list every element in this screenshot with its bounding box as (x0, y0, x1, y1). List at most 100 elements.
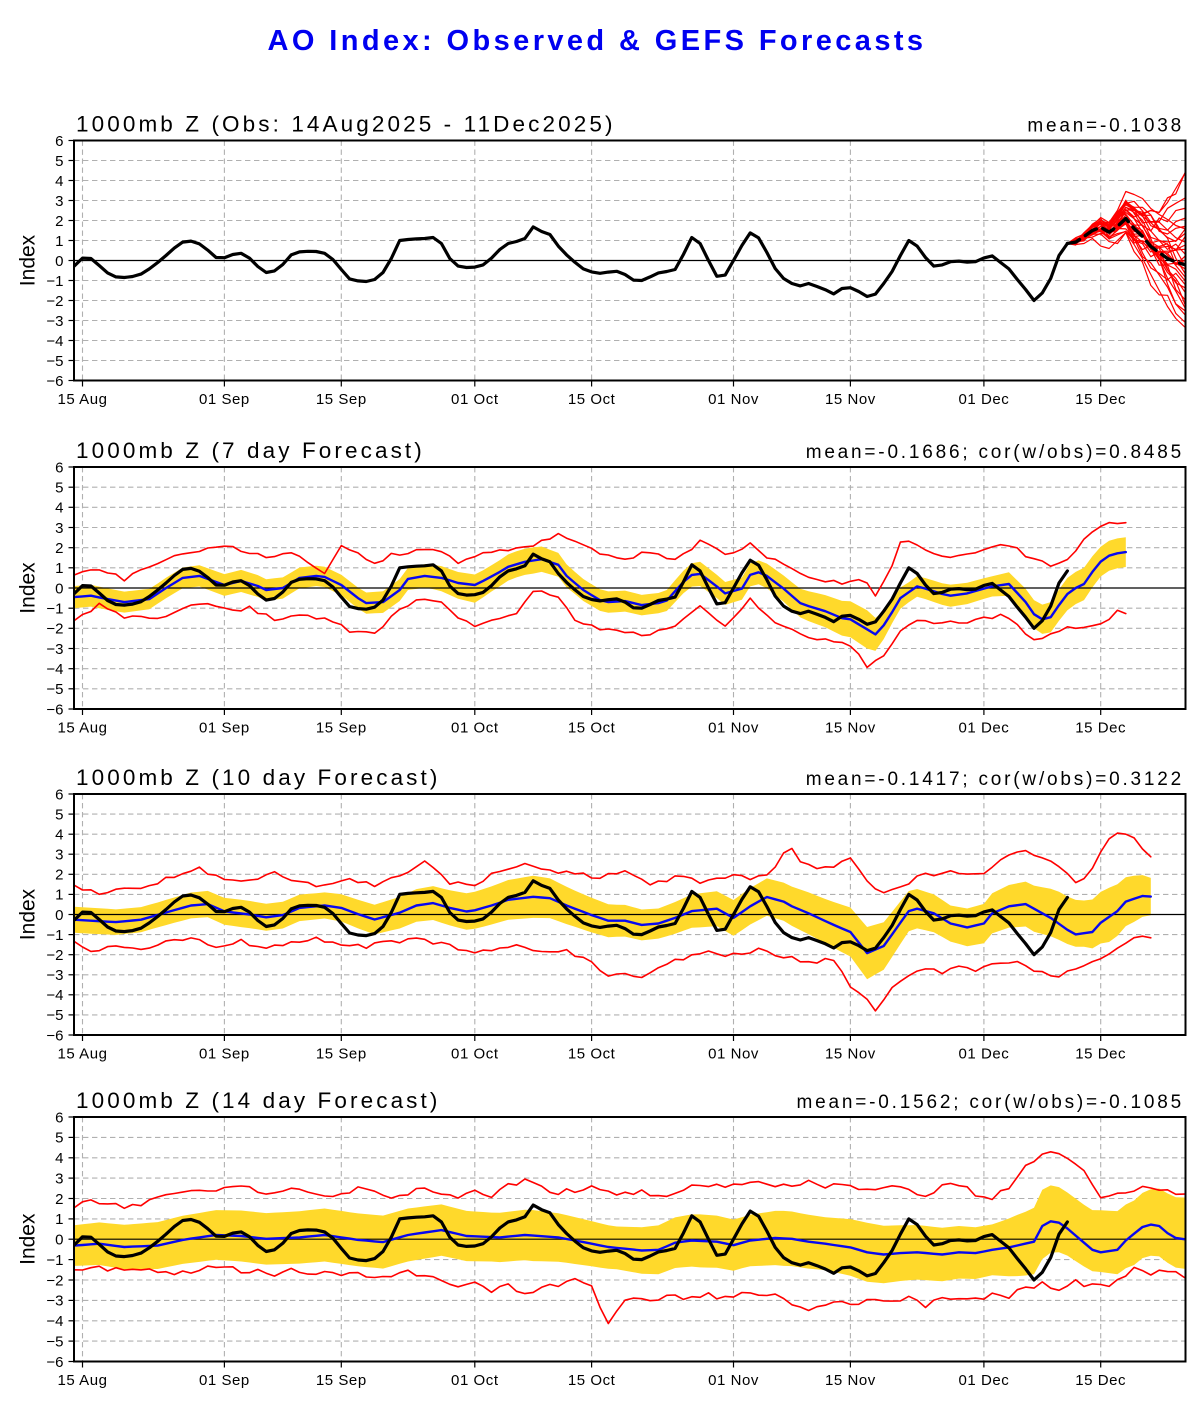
svg-text:−3: −3 (46, 641, 63, 658)
svg-text:15 Aug: 15 Aug (57, 391, 107, 408)
svg-text:−4: −4 (46, 333, 63, 350)
svg-text:01 Oct: 01 Oct (451, 1046, 499, 1063)
svg-text:1: 1 (55, 1211, 63, 1228)
svg-text:01 Sep: 01 Sep (199, 1046, 250, 1063)
svg-text:01 Nov: 01 Nov (708, 391, 759, 408)
svg-text:6: 6 (55, 786, 63, 803)
svg-text:6: 6 (55, 133, 63, 150)
svg-text:2: 2 (55, 1191, 63, 1208)
svg-text:01 Dec: 01 Dec (958, 391, 1009, 408)
svg-text:−6: −6 (46, 701, 63, 718)
svg-text:15 Sep: 15 Sep (316, 391, 367, 408)
svg-text:6: 6 (55, 1109, 63, 1126)
svg-text:01 Sep: 01 Sep (199, 391, 250, 408)
svg-text:3: 3 (55, 193, 63, 210)
svg-text:01 Dec: 01 Dec (958, 1372, 1009, 1389)
svg-text:15 Aug: 15 Aug (57, 1046, 107, 1063)
svg-text:5: 5 (55, 480, 63, 497)
svg-text:15 Oct: 15 Oct (568, 1372, 616, 1389)
svg-text:−6: −6 (46, 1354, 63, 1371)
svg-text:AO Index: Observed & GEFS Fore: AO Index: Observed & GEFS Forecasts (268, 25, 927, 57)
svg-text:01 Sep: 01 Sep (199, 1372, 250, 1389)
svg-text:5: 5 (55, 153, 63, 170)
svg-text:01 Oct: 01 Oct (451, 391, 499, 408)
svg-text:0: 0 (55, 907, 63, 924)
svg-text:mean=-0.1562; cor(w/obs)=-0.10: mean=-0.1562; cor(w/obs)=-0.1085 (797, 1092, 1184, 1113)
svg-text:1: 1 (55, 560, 63, 577)
svg-text:15 Dec: 15 Dec (1075, 1372, 1126, 1389)
svg-text:−3: −3 (46, 313, 63, 330)
svg-text:15 Nov: 15 Nov (825, 391, 876, 408)
svg-text:−4: −4 (46, 1313, 63, 1330)
svg-text:2: 2 (55, 213, 63, 230)
svg-text:−4: −4 (46, 661, 63, 678)
svg-text:15 Oct: 15 Oct (568, 1046, 616, 1063)
svg-text:1: 1 (55, 887, 63, 904)
svg-text:15 Nov: 15 Nov (825, 1046, 876, 1063)
svg-text:15 Dec: 15 Dec (1075, 1046, 1126, 1063)
svg-text:−5: −5 (46, 353, 63, 370)
svg-text:1: 1 (55, 233, 63, 250)
svg-text:−2: −2 (46, 621, 63, 638)
svg-text:5: 5 (55, 1130, 63, 1147)
svg-text:1000mb Z (7 day Forecast): 1000mb Z (7 day Forecast) (76, 438, 425, 463)
svg-text:5: 5 (55, 806, 63, 823)
svg-text:15 Nov: 15 Nov (825, 1372, 876, 1389)
svg-text:−2: −2 (46, 293, 63, 310)
svg-text:−6: −6 (46, 1027, 63, 1044)
svg-text:15 Oct: 15 Oct (568, 391, 616, 408)
svg-text:3: 3 (55, 520, 63, 537)
svg-text:−1: −1 (46, 1252, 63, 1269)
svg-text:0: 0 (55, 1232, 63, 1249)
svg-text:3: 3 (55, 1170, 63, 1187)
svg-text:15 Dec: 15 Dec (1075, 720, 1126, 737)
svg-text:−6: −6 (46, 373, 63, 390)
svg-text:01 Oct: 01 Oct (451, 720, 499, 737)
svg-text:Index: Index (17, 1213, 40, 1265)
svg-text:−2: −2 (46, 1272, 63, 1289)
svg-text:15 Sep: 15 Sep (316, 1046, 367, 1063)
svg-text:−1: −1 (46, 273, 63, 290)
svg-text:4: 4 (55, 827, 63, 844)
svg-text:1000mb Z (Obs: 14Aug2025 - 11D: 1000mb Z (Obs: 14Aug2025 - 11Dec2025) (76, 112, 616, 137)
svg-text:mean=-0.1038: mean=-0.1038 (1027, 116, 1184, 137)
svg-text:01 Sep: 01 Sep (199, 720, 250, 737)
svg-text:−5: −5 (46, 681, 63, 698)
svg-text:−5: −5 (46, 1007, 63, 1024)
svg-text:−4: −4 (46, 987, 63, 1004)
svg-text:−5: −5 (46, 1333, 63, 1350)
svg-text:15 Aug: 15 Aug (57, 720, 107, 737)
svg-text:4: 4 (55, 173, 63, 190)
svg-text:−1: −1 (46, 927, 63, 944)
svg-text:3: 3 (55, 847, 63, 864)
svg-text:4: 4 (55, 1150, 63, 1167)
svg-text:Index: Index (17, 888, 40, 940)
svg-text:2: 2 (55, 540, 63, 557)
svg-text:2: 2 (55, 867, 63, 884)
svg-text:15 Oct: 15 Oct (568, 720, 616, 737)
svg-text:01 Nov: 01 Nov (708, 1046, 759, 1063)
svg-text:−1: −1 (46, 601, 63, 618)
svg-text:01 Nov: 01 Nov (708, 720, 759, 737)
svg-text:15 Sep: 15 Sep (316, 720, 367, 737)
svg-text:1000mb Z (10 day Forecast): 1000mb Z (10 day Forecast) (76, 765, 440, 790)
svg-text:15 Dec: 15 Dec (1075, 391, 1126, 408)
svg-text:−2: −2 (46, 947, 63, 964)
svg-text:Index: Index (17, 562, 40, 614)
svg-text:6: 6 (55, 459, 63, 476)
svg-text:15 Nov: 15 Nov (825, 720, 876, 737)
svg-text:Index: Index (17, 234, 40, 286)
svg-text:1000mb Z (14 day Forecast): 1000mb Z (14 day Forecast) (76, 1088, 440, 1113)
svg-text:−3: −3 (46, 967, 63, 984)
svg-text:01 Oct: 01 Oct (451, 1372, 499, 1389)
svg-text:01 Dec: 01 Dec (958, 720, 1009, 737)
svg-text:−3: −3 (46, 1293, 63, 1310)
svg-text:01 Nov: 01 Nov (708, 1372, 759, 1389)
svg-text:01 Dec: 01 Dec (958, 1046, 1009, 1063)
svg-text:15 Sep: 15 Sep (316, 1372, 367, 1389)
svg-text:4: 4 (55, 500, 63, 517)
svg-text:mean=-0.1686; cor(w/obs)=0.848: mean=-0.1686; cor(w/obs)=0.8485 (806, 442, 1184, 463)
svg-text:15 Aug: 15 Aug (57, 1372, 107, 1389)
svg-text:0: 0 (55, 253, 63, 270)
svg-text:mean=-0.1417; cor(w/obs)=0.312: mean=-0.1417; cor(w/obs)=0.3122 (806, 769, 1184, 790)
